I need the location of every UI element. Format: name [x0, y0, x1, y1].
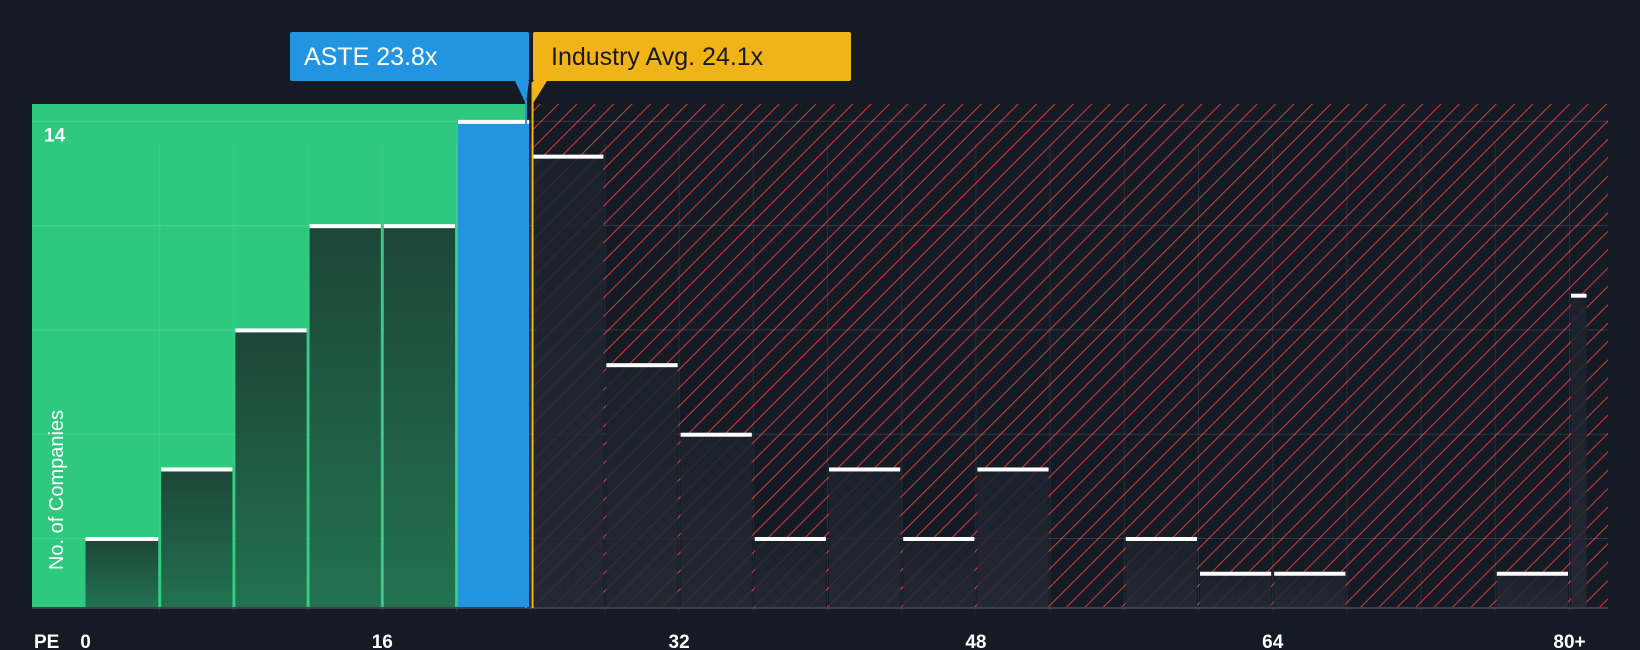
company-callout-pointer	[515, 81, 529, 104]
bar-9	[754, 538, 826, 608]
x-tick-label-3: 48	[965, 632, 986, 650]
bar-0	[85, 538, 159, 608]
bar-cap-11	[903, 536, 975, 541]
bar-cap-0	[85, 536, 159, 541]
bar-10	[829, 468, 901, 608]
bar-14	[1200, 573, 1272, 608]
bar-1	[161, 468, 233, 608]
bar-cap-6	[532, 154, 604, 159]
bar-12	[977, 468, 1049, 608]
x-tick-label-4: 64	[1262, 632, 1284, 650]
bar-cap-17	[1571, 293, 1587, 298]
bar-cap-4	[383, 224, 455, 229]
y-tick-label-0: 14	[44, 125, 66, 146]
bar-cap-2	[235, 328, 307, 333]
bar-7	[606, 364, 678, 608]
x-tick-label-0: 0	[80, 632, 91, 650]
industry-callout-pointer	[532, 81, 547, 104]
industry-callout-box	[533, 32, 851, 81]
bar-15	[1274, 573, 1346, 608]
x-tick-label-2: 32	[669, 632, 690, 650]
bar-11	[903, 538, 975, 608]
industry-callout-label: Industry Avg. 24.1x	[551, 43, 764, 71]
bar-16	[1496, 573, 1568, 608]
bar-8	[680, 434, 752, 608]
bar-cap-10	[829, 467, 901, 472]
y-axis-title: No. of Companies	[46, 410, 68, 570]
bar-cap-16	[1496, 571, 1568, 576]
x-tick-label-1: 16	[372, 632, 393, 650]
x-axis-title: PE	[34, 632, 59, 650]
bar-cap-3	[309, 224, 381, 229]
bar-cap-13	[1125, 536, 1197, 541]
bar-cap-5	[458, 119, 530, 124]
bar-cap-8	[680, 432, 752, 437]
bar-6	[532, 156, 604, 608]
bar-3	[309, 225, 381, 609]
company-callout-box	[290, 32, 529, 81]
bar-cap-1	[161, 467, 233, 472]
bar-17	[1571, 295, 1587, 608]
bar-cap-7	[606, 363, 678, 368]
bar-13	[1125, 538, 1197, 608]
bar-cap-9	[754, 536, 826, 541]
bar-2	[235, 329, 307, 608]
bar-4	[383, 225, 455, 609]
x-tick-label-5: 80+	[1553, 632, 1585, 650]
bar-cap-12	[977, 467, 1049, 472]
bar-5	[458, 121, 530, 609]
company-callout-label: ASTE 23.8x	[304, 43, 438, 71]
bar-cap-15	[1274, 571, 1346, 576]
bar-cap-14	[1200, 571, 1272, 576]
